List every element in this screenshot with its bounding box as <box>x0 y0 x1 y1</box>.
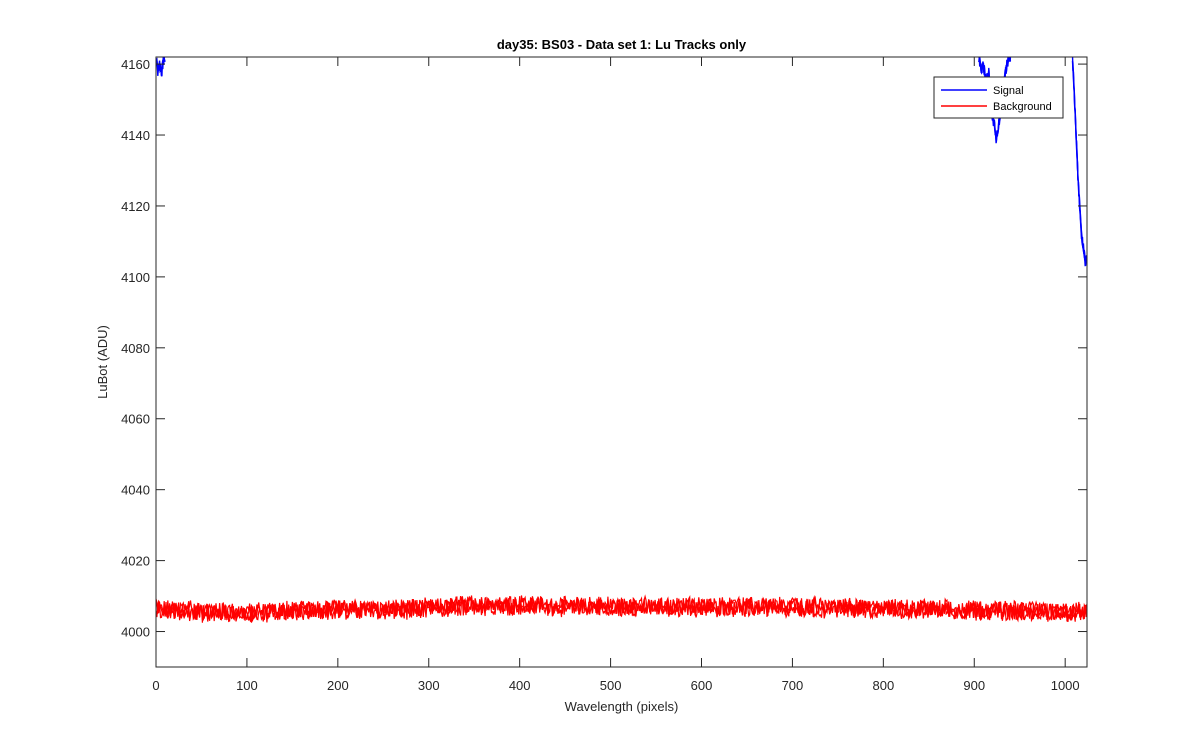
legend-background-label: Background <box>993 101 1052 113</box>
axes-box <box>155 56 1088 668</box>
x-tick-label: 600 <box>691 678 713 693</box>
signal-line <box>1071 57 1087 267</box>
y-tick-label: 4060 <box>121 412 150 427</box>
y-tick-label: 4000 <box>121 625 150 640</box>
x-axis-label: Wavelength (pixels) <box>565 699 679 714</box>
signal-line <box>156 57 166 77</box>
plot-area <box>156 57 1087 667</box>
chart-title: day35: BS03 - Data set 1: Lu Tracks only <box>497 37 747 52</box>
y-tick-label: 4080 <box>121 341 150 356</box>
series-lines <box>156 57 1087 623</box>
x-tick-label: 900 <box>963 678 985 693</box>
x-tick-label: 200 <box>327 678 349 693</box>
legend: Signal Background <box>933 76 1064 119</box>
y-tick-label: 4120 <box>121 199 150 214</box>
x-tick-label: 300 <box>418 678 440 693</box>
legend-signal-label: Signal <box>993 85 1024 97</box>
x-tick-label: 800 <box>872 678 894 693</box>
x-tick-label: 700 <box>782 678 804 693</box>
y-tick-label: 4140 <box>121 128 150 143</box>
x-tick-label: 400 <box>509 678 531 693</box>
x-tick-label: 0 <box>152 678 159 693</box>
y-tick-label: 4100 <box>121 270 150 285</box>
y-tick-label: 4020 <box>121 554 150 569</box>
x-tick-label: 100 <box>236 678 258 693</box>
y-tick-label: 4040 <box>121 483 150 498</box>
background-line <box>156 594 1087 623</box>
legend-box <box>933 76 1064 119</box>
axis-ticks: 0 100 200 300 400 500 600 700 800 900 1000 4000 4020… <box>121 57 1087 693</box>
signal-line <box>978 57 1010 140</box>
y-tick-label: 4160 <box>121 57 150 72</box>
x-tick-label: 1000 <box>1051 678 1080 693</box>
x-tick-label: 500 <box>600 678 622 693</box>
y-axis-label: LuBot (ADU) <box>95 325 110 399</box>
